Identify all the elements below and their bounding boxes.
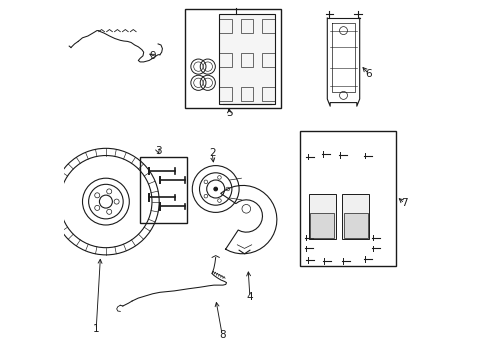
- Text: 9: 9: [149, 51, 156, 61]
- Text: 5: 5: [225, 108, 232, 118]
- Bar: [240, 53, 253, 67]
- Bar: [219, 87, 231, 101]
- Bar: [300, 131, 395, 266]
- Text: 3: 3: [155, 146, 161, 156]
- Bar: [308, 194, 335, 239]
- Bar: [262, 87, 274, 101]
- Bar: [140, 157, 186, 223]
- Bar: [262, 53, 274, 67]
- Text: 6: 6: [365, 69, 371, 79]
- Bar: [219, 19, 231, 33]
- Bar: [310, 213, 333, 238]
- Text: 4: 4: [246, 292, 253, 302]
- Bar: [219, 53, 231, 67]
- Circle shape: [213, 187, 217, 191]
- Polygon shape: [220, 185, 276, 254]
- Text: 7: 7: [401, 198, 407, 208]
- Bar: [240, 87, 253, 101]
- Text: 2: 2: [208, 148, 215, 158]
- Text: 1: 1: [93, 324, 99, 334]
- Bar: [240, 19, 253, 33]
- Bar: [262, 19, 274, 33]
- Bar: [342, 194, 368, 239]
- Bar: [219, 14, 275, 104]
- Bar: [185, 9, 280, 108]
- Bar: [344, 213, 367, 238]
- Text: 8: 8: [219, 330, 225, 340]
